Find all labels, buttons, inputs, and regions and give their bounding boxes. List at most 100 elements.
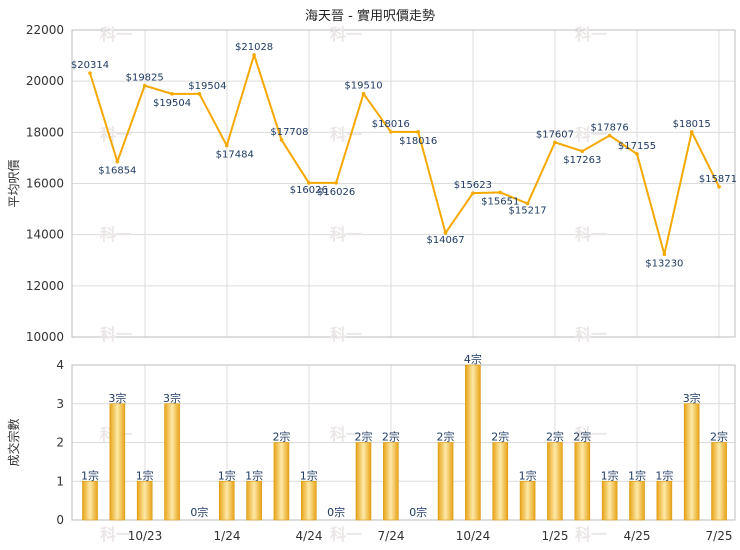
count-bar	[711, 442, 727, 521]
count-bar-label: 1宗	[601, 468, 619, 482]
price-point	[635, 152, 639, 156]
count-bar	[109, 403, 126, 521]
watermark-text: 科一	[575, 525, 607, 544]
y-tick-label-price: 14000	[26, 228, 64, 242]
x-tick-label: 10/23	[128, 529, 163, 543]
price-point-label: $17484	[216, 150, 254, 161]
count-bar-label: 3宗	[108, 391, 126, 405]
count-bar-label: 3宗	[163, 391, 181, 405]
count-bar	[273, 442, 290, 521]
count-axis-title: 成交宗數	[6, 418, 21, 466]
price-point-label: $17263	[563, 155, 601, 166]
watermark-text: 科一	[575, 225, 607, 244]
price-point-label: $17607	[536, 129, 574, 140]
watermark-text: 科一	[100, 25, 132, 44]
count-bar-label: 1宗	[628, 468, 646, 482]
count-bar	[383, 442, 399, 521]
count-bar	[547, 442, 563, 521]
count-bar-label: 0宗	[409, 505, 427, 519]
count-bar	[601, 480, 618, 521]
price-point-label: $15651	[481, 196, 519, 207]
y-tick-label-price: 20000	[26, 74, 64, 88]
price-point-label: $13230	[645, 258, 683, 269]
price-point	[580, 149, 585, 153]
price-point	[416, 130, 421, 134]
price-point	[307, 181, 311, 185]
count-bar	[300, 480, 317, 521]
price-point-label: $17155	[618, 141, 656, 152]
watermark-text: 科一	[330, 25, 362, 44]
price-point-label: $18016	[372, 119, 410, 130]
count-bar	[519, 480, 536, 521]
price-point	[279, 138, 284, 142]
price-point	[334, 181, 338, 185]
watermark-text: 科一	[575, 25, 607, 44]
x-tick-label: 7/25	[706, 529, 733, 543]
x-tick-label: 4/25	[624, 529, 651, 543]
price-point-label: $17708	[270, 127, 308, 138]
watermark-text: 科一	[330, 225, 362, 244]
count-bar	[683, 403, 700, 521]
price-point	[525, 201, 530, 206]
watermark-text: 科一	[575, 425, 607, 444]
watermark-text: 科一	[575, 125, 607, 144]
count-bar	[492, 442, 509, 521]
price-point-label: $15623	[454, 180, 492, 191]
watermark-text: 科一	[575, 325, 607, 344]
price-point-label: $14067	[426, 235, 464, 246]
y-tick-label-price: 22000	[26, 23, 64, 37]
labels-layer: 10000 12000 14000 16000 18000 20000 22000 0 1 2 3 4…	[6, 23, 737, 543]
x-tick-label: 4/24	[296, 529, 323, 543]
count-bar	[246, 480, 262, 521]
price-point	[197, 92, 202, 96]
price-point	[252, 53, 256, 57]
price-trend-line	[89, 53, 720, 256]
count-bar-label: 3宗	[683, 391, 701, 405]
line-layer	[88, 53, 721, 257]
price-point-label: $15217	[509, 206, 547, 217]
price-axis-title: 平均呎價	[7, 159, 21, 207]
price-point	[170, 92, 174, 96]
price-point-label: $19504	[188, 81, 226, 92]
count-bar-label: 0宗	[327, 505, 345, 519]
y-tick-label-count: 0	[56, 513, 64, 527]
watermark-text: 科一	[330, 525, 362, 544]
y-tick-label-price: 10000	[26, 330, 64, 344]
price-point-label: $18016	[399, 136, 437, 147]
price-point	[553, 140, 557, 145]
count-bar	[136, 480, 153, 521]
count-bar-label: 1宗	[81, 468, 99, 482]
count-bar-label: 4宗	[464, 352, 482, 366]
count-bar-label: 1宗	[136, 468, 154, 482]
count-bar	[355, 442, 372, 521]
count-bar-label: 0宗	[190, 505, 208, 519]
y-tick-label-count: 4	[56, 358, 64, 372]
count-bar-label: 1宗	[300, 468, 318, 482]
y-tick-label-count: 1	[56, 474, 64, 488]
count-bar	[218, 480, 235, 521]
price-point	[224, 143, 229, 148]
price-point-label: $21028	[235, 42, 273, 53]
price-plot-frame	[71, 29, 736, 338]
price-point-label: $19504	[153, 98, 191, 109]
count-bar-label: 2宗	[437, 430, 455, 444]
count-bar	[574, 442, 591, 521]
price-point	[142, 83, 147, 88]
price-point	[471, 191, 475, 195]
price-point-label: $15871	[699, 174, 737, 185]
count-bar-label: 2宗	[573, 430, 591, 444]
price-point-label: $19510	[344, 81, 382, 92]
chart-title: 海天晉 - 實用呎價走勢	[305, 8, 435, 24]
price-point	[498, 190, 503, 195]
price-point-label: $16026	[290, 185, 328, 196]
count-bar	[164, 403, 180, 521]
x-tick-label: 10/24	[456, 529, 491, 543]
y-tick-label-price: 18000	[26, 125, 64, 139]
y-tick-label-price: 12000	[26, 279, 64, 293]
y-tick-label-count: 3	[56, 397, 64, 411]
price-point	[361, 91, 366, 96]
count-bar	[656, 480, 673, 521]
count-bar-label: 1宗	[655, 468, 673, 482]
